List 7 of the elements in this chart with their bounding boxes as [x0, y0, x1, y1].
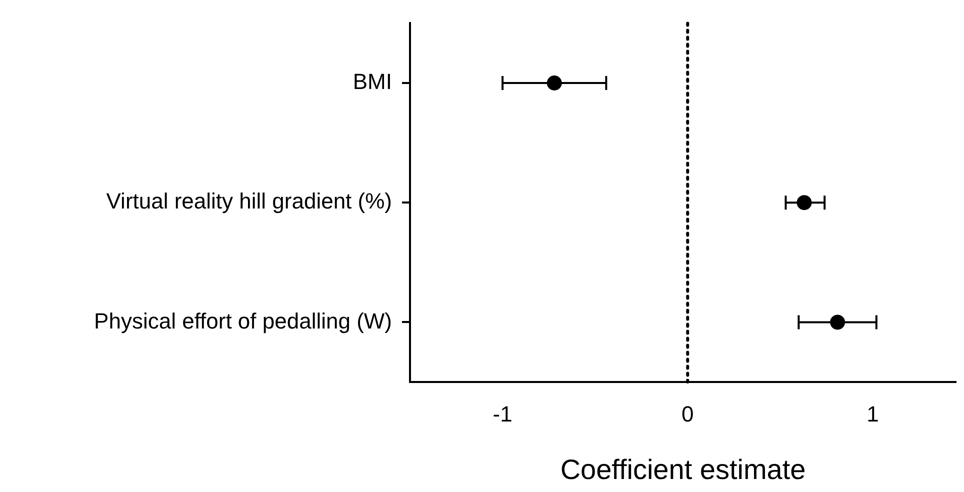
y-tick-label: Physical effort of pedalling (W): [94, 308, 392, 334]
x-tick-label: 0: [682, 401, 694, 426]
x-axis-title: Coefficient estimate: [560, 454, 806, 485]
y-tick-label: Virtual reality hill gradient (%): [106, 188, 392, 214]
y-tick-label: BMI: [352, 69, 392, 94]
x-tick-label: 1: [866, 401, 879, 426]
x-tick-label: -1: [492, 401, 512, 426]
